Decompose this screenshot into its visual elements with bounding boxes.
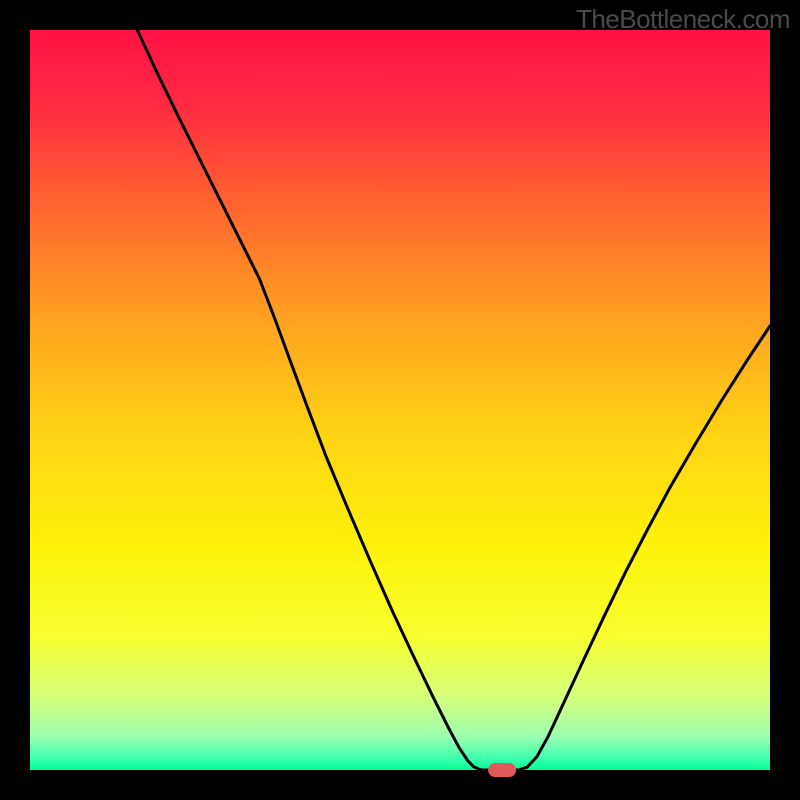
watermark-text: TheBottleneck.com bbox=[576, 4, 790, 35]
bottleneck-curve-chart bbox=[0, 0, 800, 800]
chart-stage: TheBottleneck.com bbox=[0, 0, 800, 800]
optimal-point-marker bbox=[488, 763, 516, 777]
gradient-plot-area bbox=[30, 30, 770, 770]
